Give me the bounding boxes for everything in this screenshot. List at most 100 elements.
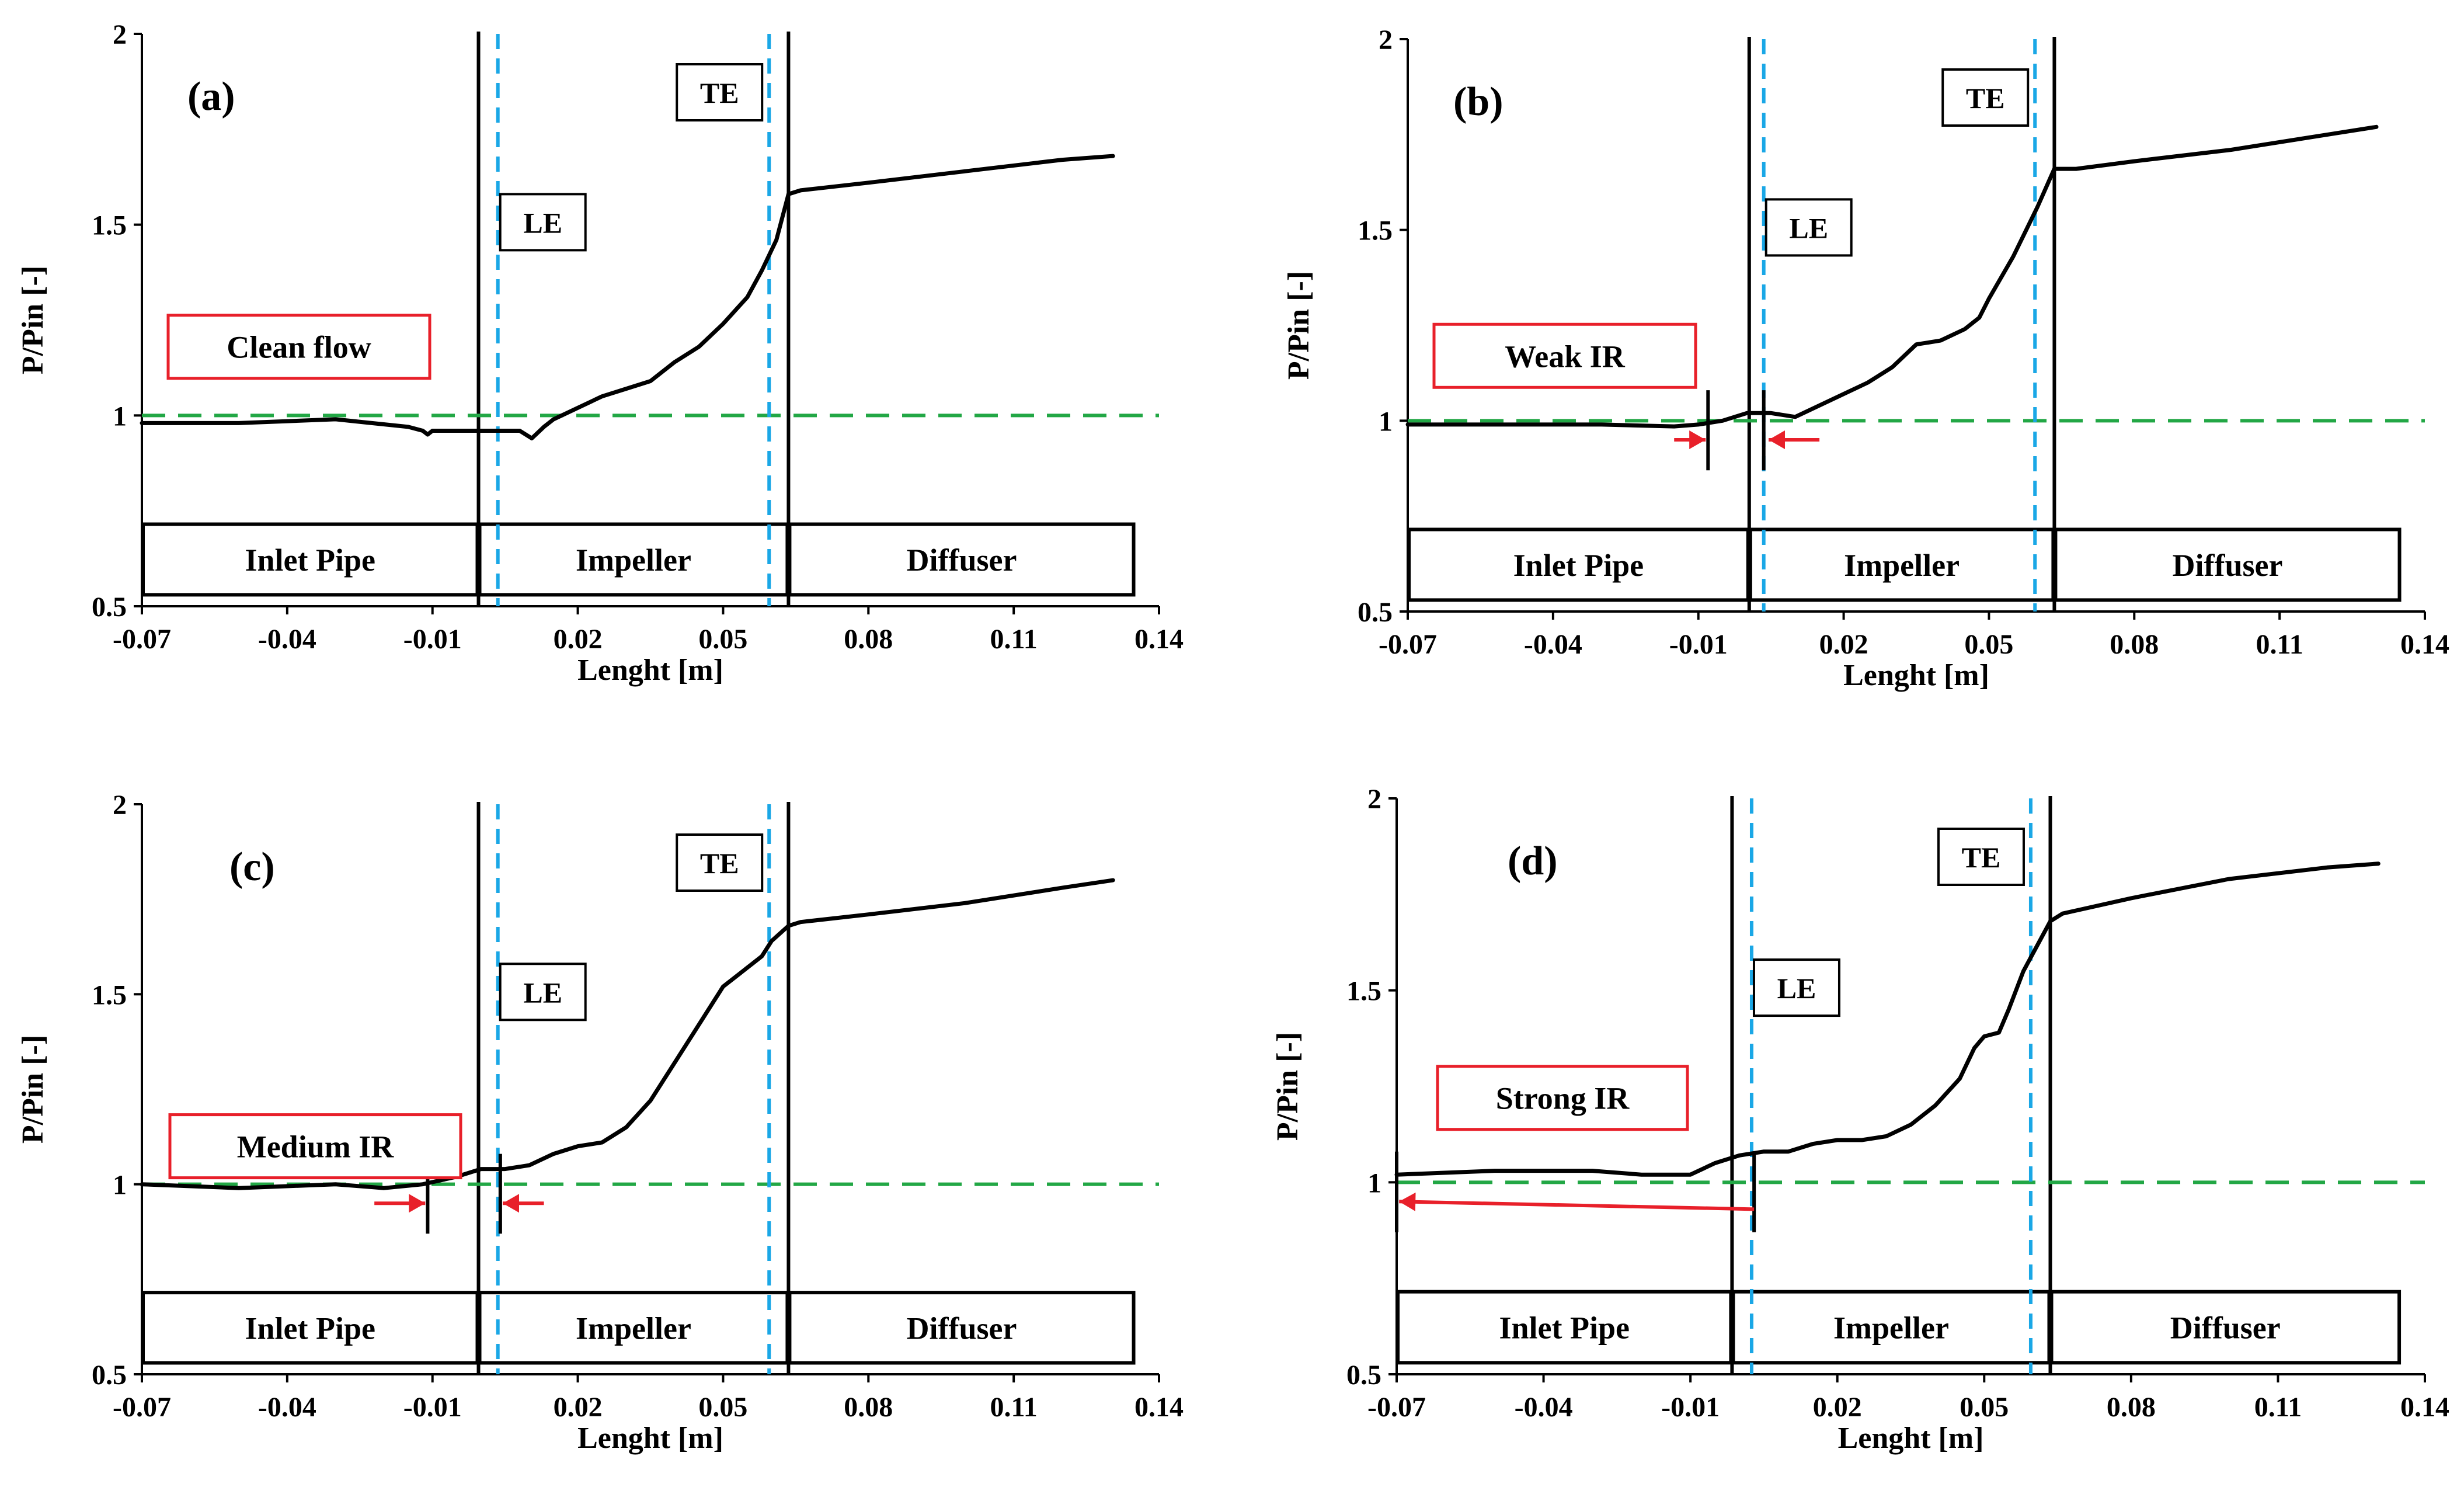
y-axis-title: P/Pin [-] (1271, 1032, 1304, 1141)
y-tick-label: 2 (1379, 25, 1393, 55)
x-tick-label: 0.11 (990, 624, 1037, 655)
x-tick-label: 0.05 (698, 1392, 747, 1423)
y-axis-title: P/Pin [-] (16, 266, 50, 374)
x-tick-label: 0.02 (1819, 629, 1868, 660)
condition-label: Weak IR (1505, 339, 1626, 374)
panel-tag: (b) (1453, 79, 1504, 124)
section-label: Impeller (1833, 1310, 1949, 1345)
y-tick-label: 0.5 (1358, 597, 1393, 628)
condition-label: Strong IR (1496, 1081, 1630, 1116)
section-label: Impeller (576, 1311, 691, 1346)
y-tick-label: 1 (1379, 406, 1393, 437)
y-tick-label: 2 (1367, 784, 1381, 815)
le-label: LE (523, 206, 562, 239)
section-label: Diffuser (906, 1311, 1017, 1346)
te-label: TE (1966, 82, 2005, 114)
condition-box (1436, 1065, 1689, 1131)
le-box (1765, 198, 1853, 257)
pressure-curve (140, 154, 1115, 440)
panel-a: 0.5 1 1.5 2 -0.07 -0.04 -0.01 0.02 0.05 0.08 0.11 0… (16, 19, 1184, 687)
x-tick-label: -0.04 (258, 1392, 316, 1423)
annotation-arrow-head (502, 1194, 519, 1213)
x-tick-label: -0.07 (113, 624, 171, 655)
y-axis-title: P/Pin [-] (1282, 271, 1315, 380)
x-tick-label: 0.05 (1964, 629, 2013, 660)
condition-box (168, 1113, 462, 1180)
x-tick-label: 0.14 (1134, 624, 1184, 655)
panel-tag: (d) (1508, 839, 1558, 884)
x-tick-label: -0.01 (1661, 1392, 1720, 1423)
annotation-arrow-head (409, 1194, 426, 1213)
pressure-curve (1394, 861, 2381, 1177)
x-axis-title: Lenght [m] (577, 1422, 723, 1455)
x-tick-label: 0.14 (1134, 1392, 1184, 1423)
y-tick-label: 1.5 (92, 210, 127, 241)
y-tick-label: 0.5 (1346, 1360, 1381, 1391)
x-axis-title: Lenght [m] (1843, 659, 1989, 692)
x-tick-label: 0.08 (2110, 629, 2159, 660)
x-axis-title: Lenght [m] (1838, 1422, 1984, 1455)
le-label: LE (1777, 972, 1816, 1005)
te-box (1937, 828, 2025, 886)
x-tick-label: 0.02 (554, 624, 603, 655)
section-label: Diffuser (2172, 548, 2282, 583)
section-box (2054, 527, 2402, 602)
y-tick-label: 1 (1367, 1168, 1381, 1198)
x-tick-label: 0.11 (2256, 629, 2303, 660)
panel-b: 0.5 1 1.5 2 -0.07 -0.04 -0.01 0.02 0.05 0.08 0.11 0… (1282, 25, 2449, 692)
y-tick-label: 0.5 (92, 1360, 127, 1391)
y-tick-label: 1.5 (1358, 216, 1393, 246)
x-tick-label: 0.05 (1960, 1392, 2009, 1423)
x-tick-label: -0.07 (113, 1392, 171, 1423)
te-label: TE (700, 847, 739, 880)
x-tick-label: 0.02 (554, 1392, 603, 1423)
x-tick-label: 0.08 (844, 624, 893, 655)
x-tick-label: 0.08 (844, 1392, 893, 1423)
section-label: Diffuser (906, 543, 1017, 578)
section-box (141, 1291, 479, 1365)
y-tick-label: 1.5 (92, 979, 127, 1010)
annotation-arrow-head (1768, 430, 1785, 449)
annotation-arrow-shaft (1399, 1200, 1755, 1211)
x-tick-label: 0.08 (2107, 1392, 2156, 1423)
panel-d: 0.5 1 1.5 2 -0.07 -0.04 -0.01 0.02 0.05 0.08 0.11 0… (1271, 784, 2449, 1455)
x-tick-label: -0.07 (1367, 1392, 1426, 1423)
te-box (676, 833, 764, 892)
x-tick-label: 0.02 (1813, 1392, 1862, 1423)
x-tick-label: -0.01 (403, 624, 462, 655)
section-box (1731, 1290, 2051, 1365)
le-box (499, 193, 587, 252)
section-label: Diffuser (2170, 1310, 2281, 1345)
le-box (499, 963, 587, 1022)
panel-c: 0.5 1 1.5 2 -0.07 -0.04 -0.01 0.02 0.05 0.08 0.11 0… (16, 790, 1184, 1455)
le-box (1752, 958, 1840, 1017)
x-tick-label: -0.07 (1379, 629, 1437, 660)
x-tick-label: 0.05 (698, 624, 747, 655)
section-box (788, 1291, 1136, 1365)
x-tick-label: -0.04 (1515, 1392, 1573, 1423)
y-tick-label: 2 (113, 790, 127, 821)
section-label: Inlet Pipe (1513, 548, 1644, 583)
section-box (2049, 1290, 2402, 1365)
x-tick-label: -0.01 (1669, 629, 1728, 660)
le-label: LE (523, 976, 562, 1009)
section-label: Impeller (1844, 548, 1960, 583)
condition-label: Clean flow (227, 330, 371, 365)
section-label: Inlet Pipe (245, 1311, 376, 1346)
x-tick-label: 0.11 (2254, 1392, 2302, 1423)
section-box (1407, 527, 1750, 602)
x-tick-label: -0.04 (1524, 629, 1582, 660)
condition-box (1432, 322, 1697, 389)
y-tick-label: 1 (113, 1170, 127, 1201)
panel-tag: (c) (229, 845, 275, 890)
te-label: TE (700, 77, 739, 109)
x-tick-label: 0.14 (2400, 1392, 2449, 1423)
y-tick-label: 1.5 (1346, 976, 1381, 1007)
section-label: Inlet Pipe (245, 543, 376, 578)
x-tick-label: 0.14 (2400, 629, 2449, 660)
le-label: LE (1789, 211, 1828, 244)
annotation-arrow-head (1399, 1192, 1416, 1211)
pressure-curve (1405, 124, 2379, 429)
annotation-arrow-head (1689, 430, 1706, 449)
